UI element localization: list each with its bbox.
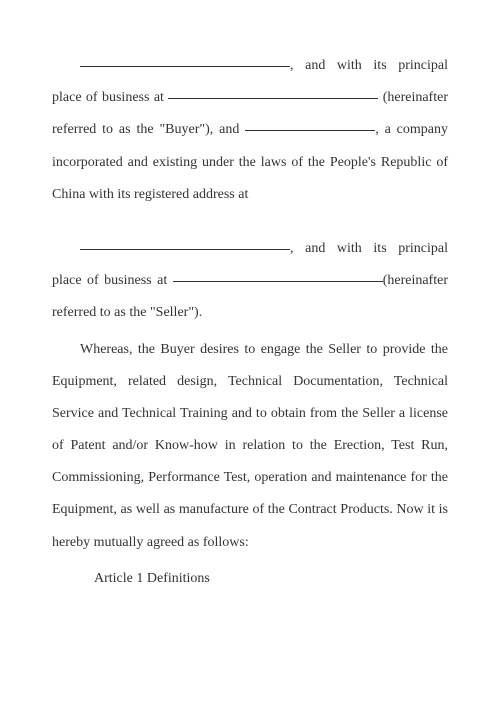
document-body: , and with its principal place of busine… [52,50,448,595]
paragraph-gap [52,215,448,233]
paragraph-whereas: Whereas, the Buyer desires to engage the… [52,334,448,559]
blank-seller-name [245,130,375,131]
blank-seller-address [80,249,290,250]
blank-buyer-business [168,98,378,99]
blank-buyer-address [80,66,290,67]
paragraph-buyer: , and with its principal place of busine… [52,50,448,211]
paragraph-seller: , and with its principal place of busine… [52,233,448,330]
paragraph-article-heading: Article 1 Definitions [52,563,448,595]
text-segment: Whereas, the Buyer desires to engage the… [52,342,448,550]
blank-seller-business [173,281,383,282]
article-title: Article 1 Definitions [94,571,210,586]
